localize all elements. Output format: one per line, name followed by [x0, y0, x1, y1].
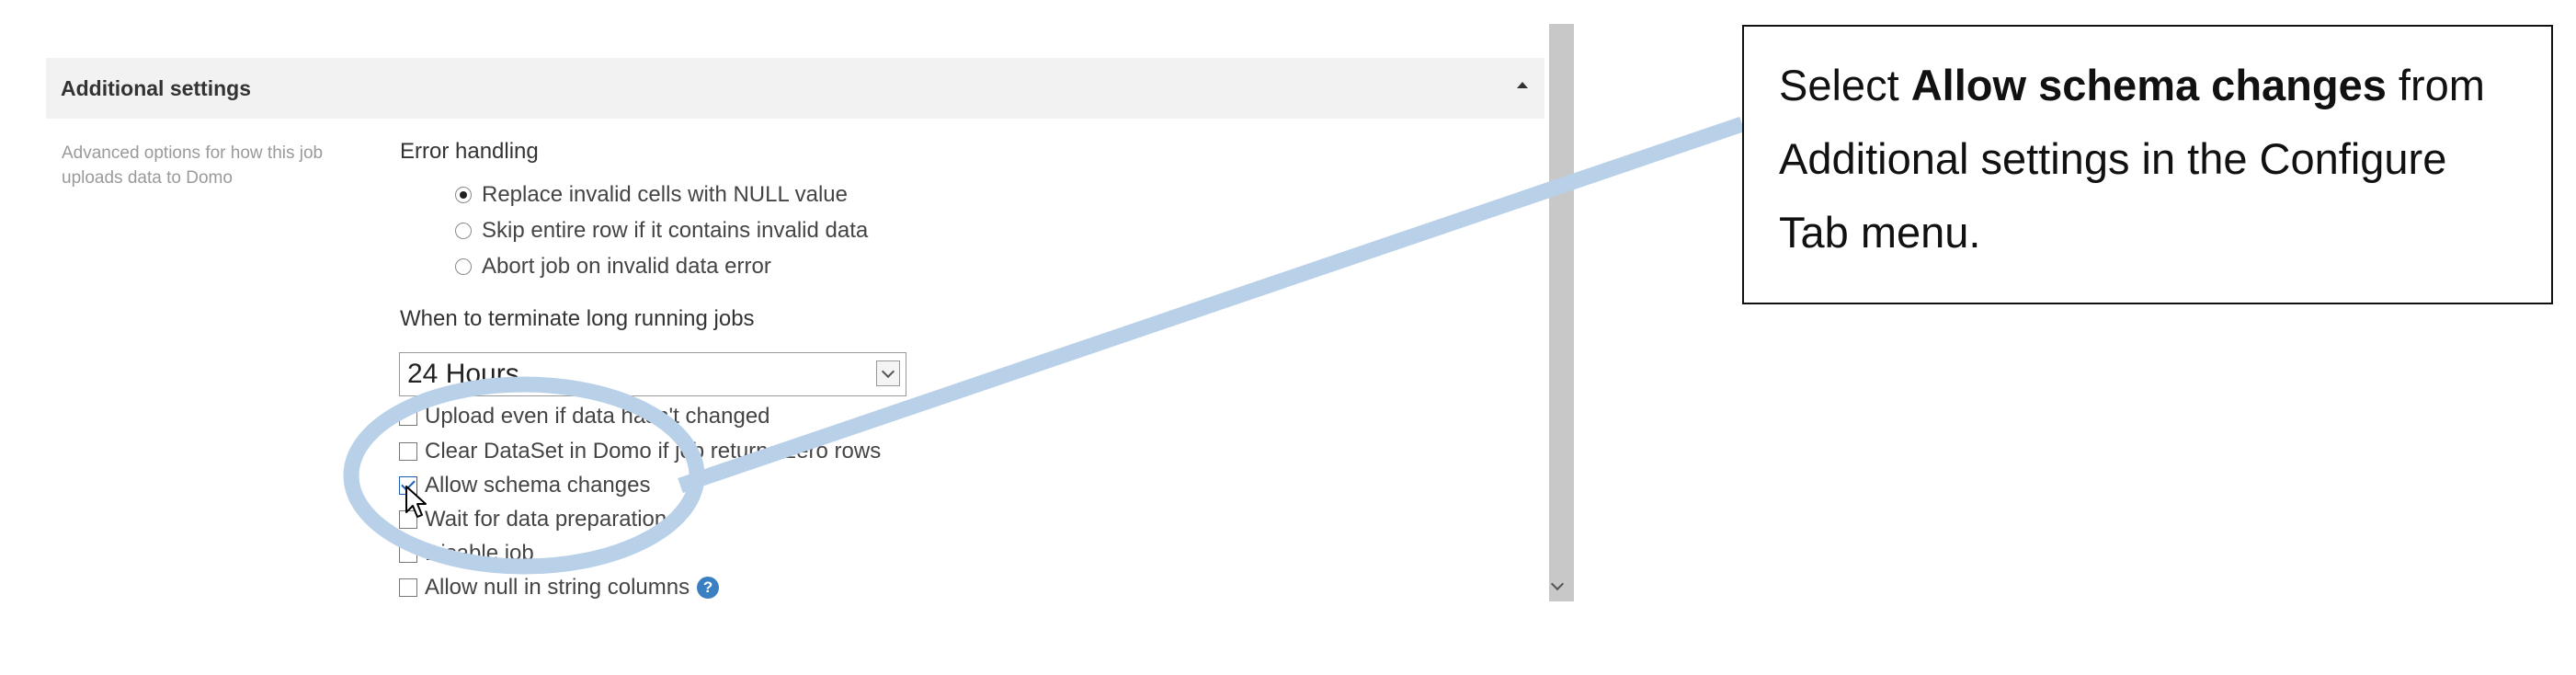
terminate-label: When to terminate long running jobs — [400, 306, 755, 331]
radio-label: Skip entire row if it contains invalid d… — [482, 218, 869, 243]
radio-button[interactable] — [455, 258, 472, 275]
checkbox-label: Wait for data preparation — [425, 507, 667, 532]
checkbox-label: Disable job — [425, 541, 534, 566]
help-icon[interactable]: ? — [697, 577, 720, 599]
instruction-callout: Select Allow schema changes from Additio… — [1742, 25, 2553, 304]
radio-label: Replace invalid cells with NULL value — [482, 182, 848, 207]
checkbox-upload-even-if-unchanged[interactable]: Upload even if data hasn't changed — [399, 404, 770, 429]
panel-description: Advanced options for how this job upload… — [62, 143, 324, 188]
radio-button[interactable] — [455, 223, 472, 239]
radio-skip-entire-row[interactable]: Skip entire row if it contains invalid d… — [455, 218, 868, 244]
checkbox-label: Allow null in string columns — [425, 575, 690, 600]
checkbox-label: Upload even if data hasn't changed — [425, 404, 770, 429]
callout-suffix: from Additional settings in the Configur… — [1779, 61, 2485, 257]
radio-button-checked[interactable] — [455, 187, 472, 203]
select-value: 24 Hours — [407, 359, 519, 389]
checkbox-allow-schema-changes[interactable]: Allow schema changes — [399, 473, 650, 498]
radio-abort-job[interactable]: Abort job on invalid data error — [455, 254, 771, 280]
chevron-down-icon[interactable] — [876, 360, 900, 386]
checkbox-label: Clear DataSet in Domo if job returns zer… — [425, 439, 882, 463]
scrollbar[interactable] — [1549, 24, 1574, 601]
checkbox-allow-null-strings[interactable]: Allow null in string columns ? — [399, 575, 720, 601]
terminate-duration-select[interactable]: 24 Hours — [399, 352, 906, 396]
error-handling-label: Error handling — [400, 139, 539, 164]
collapse-caret-icon[interactable] — [1517, 82, 1528, 88]
additional-settings-panel: Additional settings Advanced options for… — [46, 58, 1544, 610]
callout-prefix: Select — [1779, 61, 1911, 109]
checkbox[interactable] — [399, 544, 417, 563]
radio-replace-invalid-cells[interactable]: Replace invalid cells with NULL value — [455, 182, 848, 208]
checkbox[interactable] — [399, 442, 417, 461]
checkbox-label: Allow schema changes — [425, 473, 651, 498]
callout-bold-text: Allow schema changes — [1910, 61, 2387, 109]
checkbox[interactable] — [399, 407, 417, 426]
checkbox-wait-for-data-preparation[interactable]: Wait for data preparation — [399, 507, 667, 532]
radio-label: Abort job on invalid data error — [482, 254, 771, 279]
checkbox-clear-dataset[interactable]: Clear DataSet in Domo if job returns zer… — [399, 439, 881, 464]
checkbox[interactable] — [399, 578, 417, 597]
panel-header[interactable]: Additional settings — [46, 58, 1544, 119]
panel-title: Additional settings — [61, 75, 251, 100]
checkbox-disable-job[interactable]: Disable job — [399, 541, 534, 566]
mouse-cursor-icon — [405, 486, 427, 518]
